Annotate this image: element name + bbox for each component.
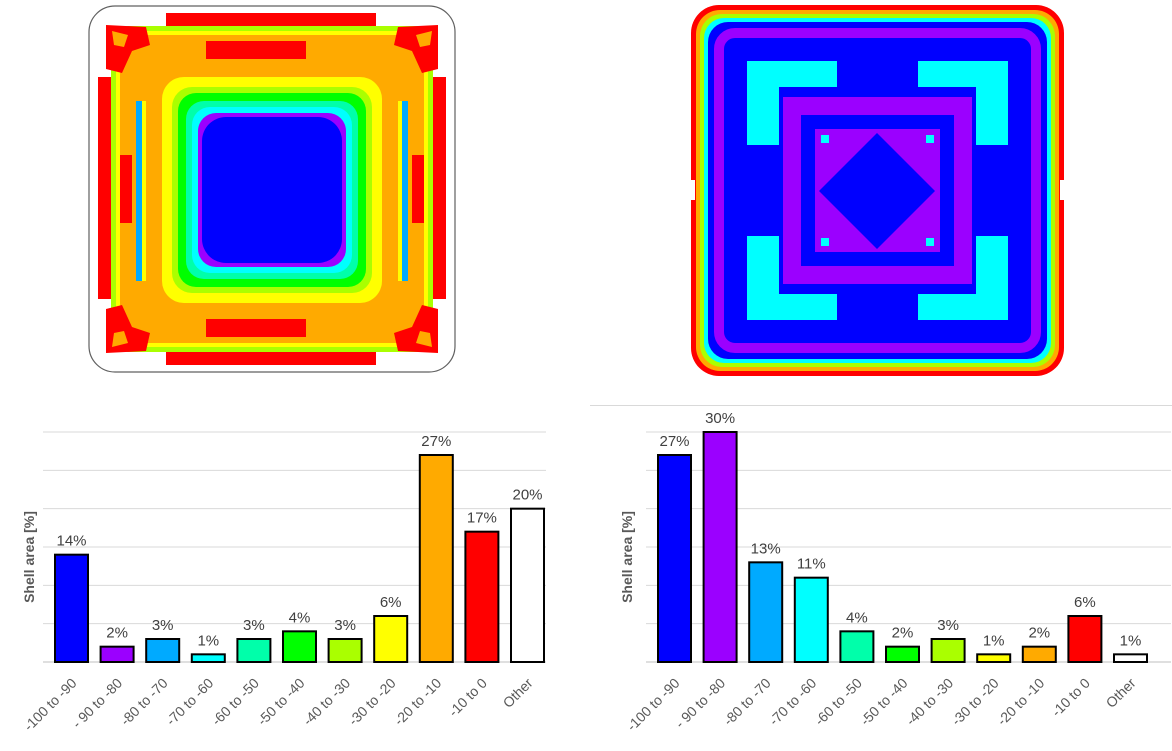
bar [1113,653,1148,663]
data-label: 6% [1074,594,1096,611]
bar [1021,645,1057,664]
divider-line [590,405,1172,406]
category-tick-label: -50 to -40 [857,675,911,729]
data-label: 30% [705,410,735,427]
category-tick-label: -30 to -20 [948,675,1002,729]
bar [976,653,1012,663]
data-label: 27% [659,433,689,450]
stress-map-right [691,5,1064,376]
bar [464,530,500,663]
category-tick-label: -100 to -90 [20,675,79,734]
y-axis-label: Shell area [%] [21,511,37,603]
category-tick-label: -60 to -50 [811,675,865,729]
category-tick-label: Other [1103,675,1139,711]
data-label: 4% [846,609,868,626]
category-tick-label: Other [500,675,536,711]
y-axis-label: Shell area [%] [619,511,635,603]
data-label: 2% [1028,625,1050,642]
stress-map-left [88,5,456,373]
bar [748,561,784,663]
bar [657,454,692,663]
data-label: 13% [751,540,781,557]
category-tick-label: -100 to -90 [623,675,682,734]
stress-map-right-graphic [691,5,1064,376]
bar [418,454,454,663]
bar [373,615,409,663]
data-label: 17% [467,510,497,527]
bar [99,645,135,664]
bar [1067,615,1103,663]
bar [145,638,181,663]
category-tick-label: - 90 to -80 [672,675,729,732]
category-tick-label: -70 to -60 [163,675,217,729]
data-label: 3% [152,617,174,634]
data-label: 27% [421,433,451,450]
category-tick-label: -10 to 0 [445,675,490,720]
category-tick-label: -70 to -60 [766,675,820,729]
data-label: 2% [106,625,128,642]
category-tick-label: -30 to -20 [345,675,399,729]
bar [190,653,226,663]
data-label: 11% [797,556,826,573]
bar [702,431,738,663]
bar [54,553,89,664]
category-tick-label: -80 to -70 [117,675,171,729]
data-label: 6% [380,594,402,611]
bar-chart-left: Shell area [%] 14% -100 to -90 2% - 90 to -8… [0,405,586,751]
data-label: 14% [56,533,86,550]
category-tick-label: -50 to -40 [254,675,308,729]
data-label: 4% [289,609,311,626]
bar-chart-right: Shell area [%] 27% -100 to -90 30% - 90 to -… [586,405,1172,751]
bar [839,630,875,663]
data-label: 2% [892,625,914,642]
data-label: 1% [197,632,219,649]
data-label: 3% [334,617,356,634]
category-tick-label: -20 to -10 [391,675,445,729]
data-label: 3% [243,617,265,634]
bar [885,645,920,664]
bar [236,638,272,663]
category-tick-label: -10 to 0 [1048,675,1093,720]
bar-chart-left-svg: Shell area [%] 14% -100 to -90 2% - 90 to -8… [20,431,546,734]
category-tick-label: - 90 to -80 [69,675,126,732]
category-tick-label: -40 to -30 [300,675,354,729]
data-label: 1% [983,632,1005,649]
stress-map-left-graphic [88,5,456,373]
category-tick-label: -60 to -50 [208,675,262,729]
bar [930,638,966,663]
data-label: 1% [1120,632,1142,649]
bar-chart-right-svg: Shell area [%] 27% -100 to -90 30% - 90 to -… [619,410,1171,734]
category-tick-label: -20 to -10 [994,675,1048,729]
bar [510,507,545,663]
bar [282,630,317,663]
data-label: 3% [937,617,959,634]
category-tick-label: -40 to -30 [903,675,957,729]
data-label: 20% [512,487,542,504]
bar [793,576,829,664]
category-tick-label: -80 to -70 [720,675,774,729]
bar [327,638,363,663]
